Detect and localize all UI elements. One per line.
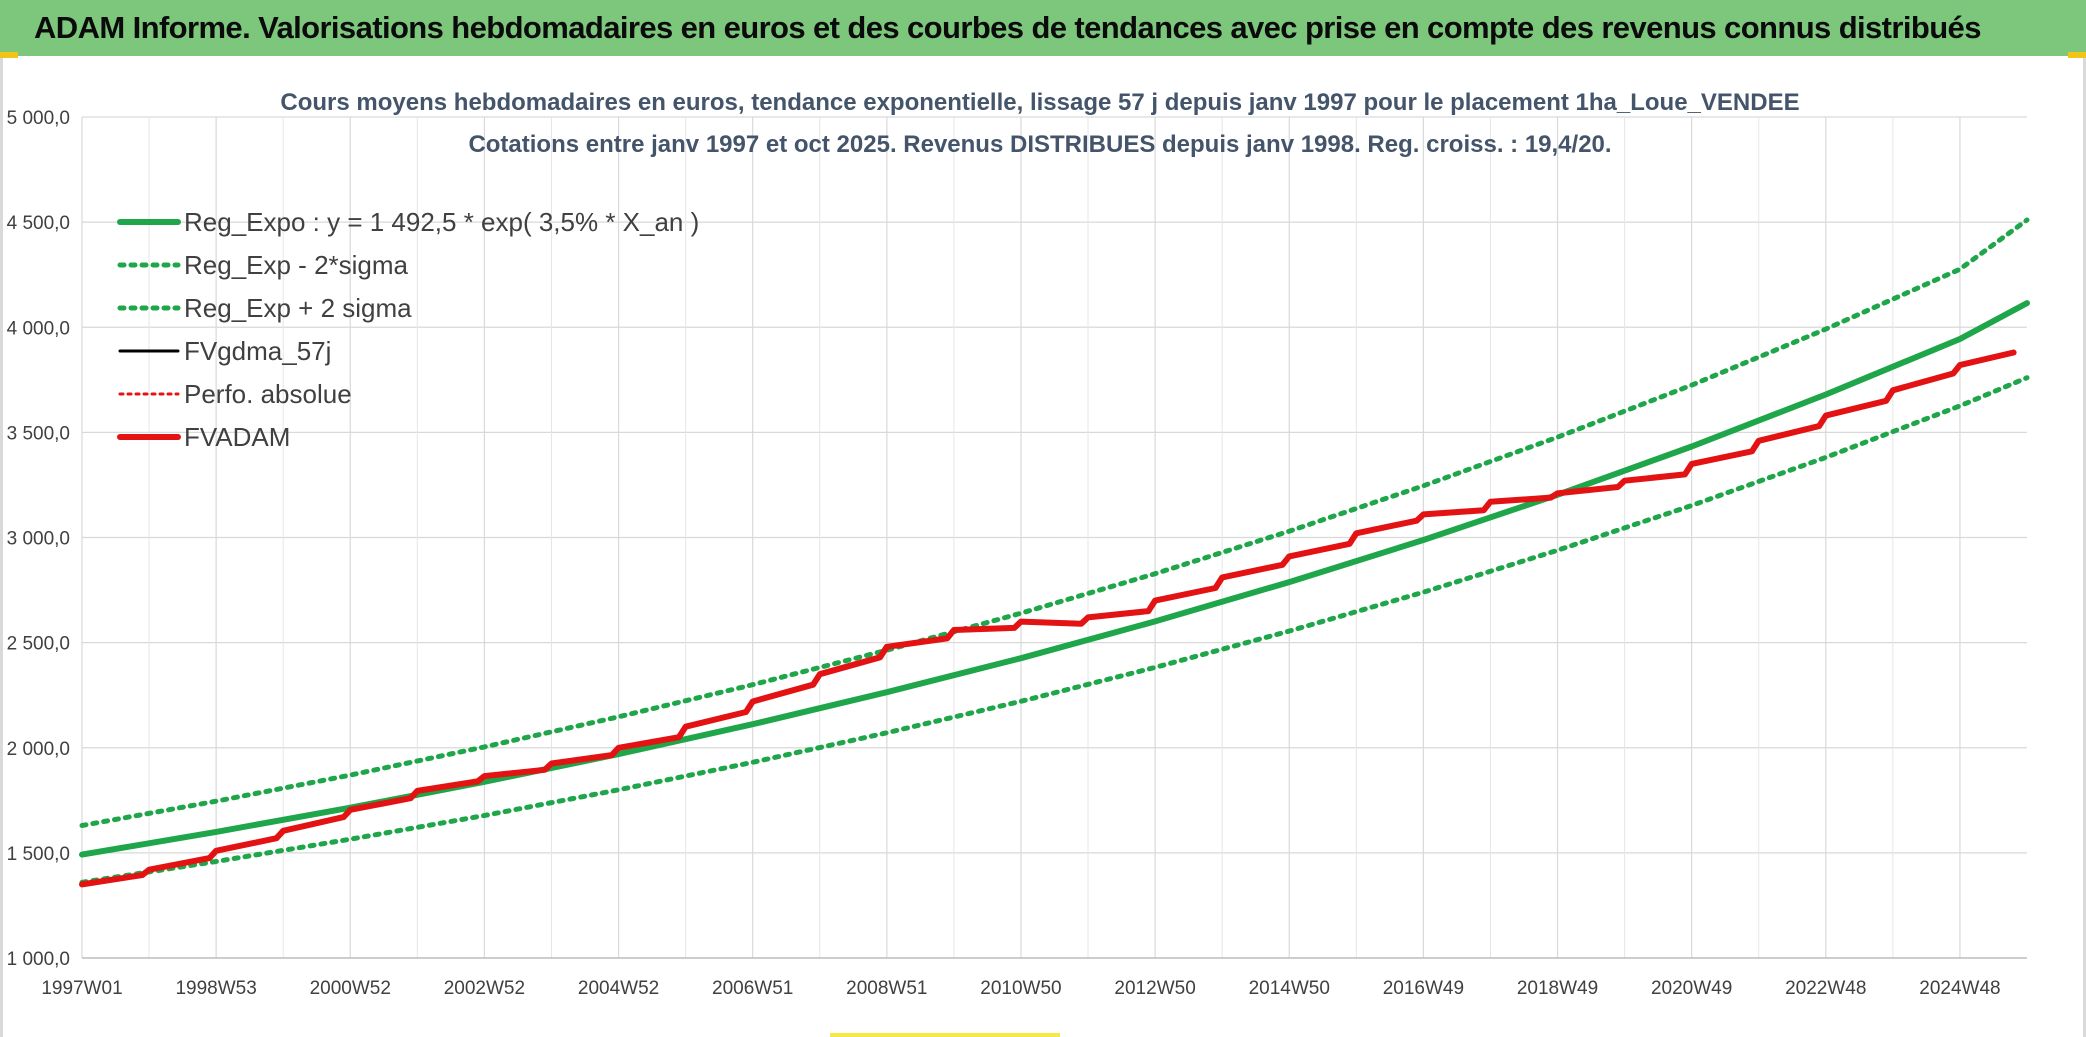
y-tick-label: 2 500,0 <box>7 634 70 655</box>
y-tick-label: 5 000,0 <box>7 108 70 129</box>
x-tick-label: 2020W49 <box>1651 978 1732 999</box>
gridlines <box>81 116 2027 959</box>
series-layer <box>79 217 2030 888</box>
y-tick-label: 1 500,0 <box>7 844 70 865</box>
corner-mark-right <box>2068 52 2086 58</box>
chart-subtitle: Cotations entre janv 1997 et oct 2025. R… <box>468 131 1611 158</box>
report-title: ADAM Informe. Valorisations hebdomadaire… <box>34 10 1981 45</box>
chart-frame <box>0 58 2086 1037</box>
report-banner: ADAM Informe. Valorisations hebdomadaire… <box>0 0 2086 56</box>
legend-label: FVgdma_57j <box>184 336 331 366</box>
y-tick-label: 4 500,0 <box>7 213 70 234</box>
series-line-4 <box>80 351 2016 886</box>
corner-mark-left <box>0 52 18 58</box>
series-line-2 <box>79 217 2030 828</box>
x-tick-label: 2004W52 <box>578 978 659 999</box>
y-tick-label: 1 000,0 <box>7 949 70 970</box>
y-tick-label: 4 000,0 <box>7 318 70 339</box>
x-tick-label: 2014W50 <box>1249 978 1330 999</box>
x-tick-label: 2008W51 <box>846 978 927 999</box>
chart-title: Cours moyens hebdomadaires en euros, ten… <box>280 89 1799 116</box>
bottom-mark <box>830 1033 1060 1037</box>
x-tick-label: 2010W50 <box>980 978 1061 999</box>
legend: Reg_Expo : y = 1 492,5 * exp( 3,5% * X_a… <box>117 207 699 452</box>
y-tick-label: 3 500,0 <box>7 423 70 444</box>
x-tick-label: 1997W01 <box>41 978 122 999</box>
x-tick-label: 2024W48 <box>1919 978 2000 999</box>
y-tick-label: 3 000,0 <box>7 529 70 550</box>
legend-label: FVADAM <box>184 422 290 452</box>
series-line-1 <box>79 375 2030 885</box>
x-tick-label: 1998W53 <box>175 978 256 999</box>
legend-label: Perfo. absolue <box>184 379 352 409</box>
x-tick-label: 2018W49 <box>1517 978 1598 999</box>
x-tick-label: 2012W50 <box>1114 978 1195 999</box>
x-tick-label: 2016W49 <box>1383 978 1464 999</box>
x-tick-label: 2000W52 <box>310 978 391 999</box>
x-tick-label: 2006W51 <box>712 978 793 999</box>
legend-label: Reg_Exp - 2*sigma <box>184 250 409 280</box>
axes: 1 000,0 1 500,0 2 000,0 2 500,0 3 000,0 3 500… <box>7 108 2027 999</box>
legend-label: Reg_Exp + 2 sigma <box>184 293 412 323</box>
legend-label: Reg_Expo : y = 1 492,5 * exp( 3,5% * X_a… <box>184 207 699 237</box>
y-tick-label: 2 000,0 <box>7 739 70 760</box>
x-tick-label: 2022W48 <box>1785 978 1866 999</box>
x-tick-label: 2002W52 <box>444 978 525 999</box>
